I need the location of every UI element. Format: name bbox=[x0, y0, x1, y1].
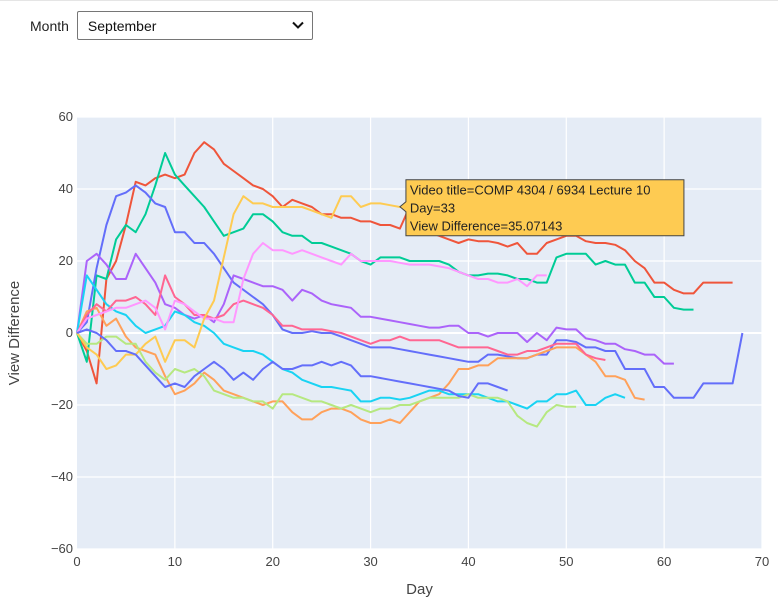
month-filter: Month September bbox=[30, 10, 313, 41]
series-line-7[interactable] bbox=[76, 274, 606, 361]
series-line-11[interactable] bbox=[76, 328, 508, 399]
month-select-value: September bbox=[87, 17, 157, 34]
series-line-5[interactable] bbox=[76, 306, 645, 424]
tooltip-box bbox=[399, 179, 685, 237]
y-tick-label: 20 bbox=[59, 253, 73, 268]
series-line-3[interactable] bbox=[76, 184, 744, 399]
tooltip-line: View Difference=35.07143 bbox=[410, 219, 562, 234]
x-tick-label: 0 bbox=[73, 554, 80, 569]
axis-ticks: 0 10 20 30 40 50 60 70 −60 −40 −20 0 20 40 60 bbox=[51, 109, 769, 569]
tooltip-line: Video title=COMP 4304 / 6934 Lecture 10 bbox=[410, 183, 651, 198]
x-tick-label: 70 bbox=[755, 554, 769, 569]
y-tick-label: −40 bbox=[51, 469, 73, 484]
series-line-4[interactable] bbox=[76, 252, 674, 365]
series-group bbox=[76, 141, 744, 428]
y-tick-label: 60 bbox=[59, 109, 73, 124]
month-select[interactable]: September bbox=[76, 11, 313, 40]
series-line-8[interactable] bbox=[76, 332, 577, 428]
y-tick-label: 40 bbox=[59, 181, 73, 196]
series-line-9[interactable] bbox=[76, 242, 547, 334]
x-tick-label: 10 bbox=[168, 554, 182, 569]
grid bbox=[77, 116, 763, 550]
top-border bbox=[0, 0, 778, 1]
y-axis-label: View Difference bbox=[6, 281, 23, 386]
x-axis-label: Day bbox=[406, 581, 433, 598]
y-tick-label: −60 bbox=[51, 541, 73, 556]
y-tick-label: −20 bbox=[51, 397, 73, 412]
tooltip-line: Day=33 bbox=[410, 201, 455, 216]
x-tick-label: 30 bbox=[363, 554, 377, 569]
x-tick-label: 40 bbox=[461, 554, 475, 569]
series-line-2[interactable] bbox=[76, 152, 694, 363]
x-tick-label: 50 bbox=[559, 554, 573, 569]
chevron-down-icon bbox=[292, 21, 304, 29]
y-tick-label: 0 bbox=[66, 325, 73, 340]
hover-tooltip: Video title=COMP 4304 / 6934 Lecture 10 D… bbox=[399, 179, 685, 237]
x-tick-label: 20 bbox=[265, 554, 279, 569]
series-line-1[interactable] bbox=[76, 141, 733, 385]
x-tick-label: 60 bbox=[657, 554, 671, 569]
month-label: Month bbox=[30, 17, 69, 34]
